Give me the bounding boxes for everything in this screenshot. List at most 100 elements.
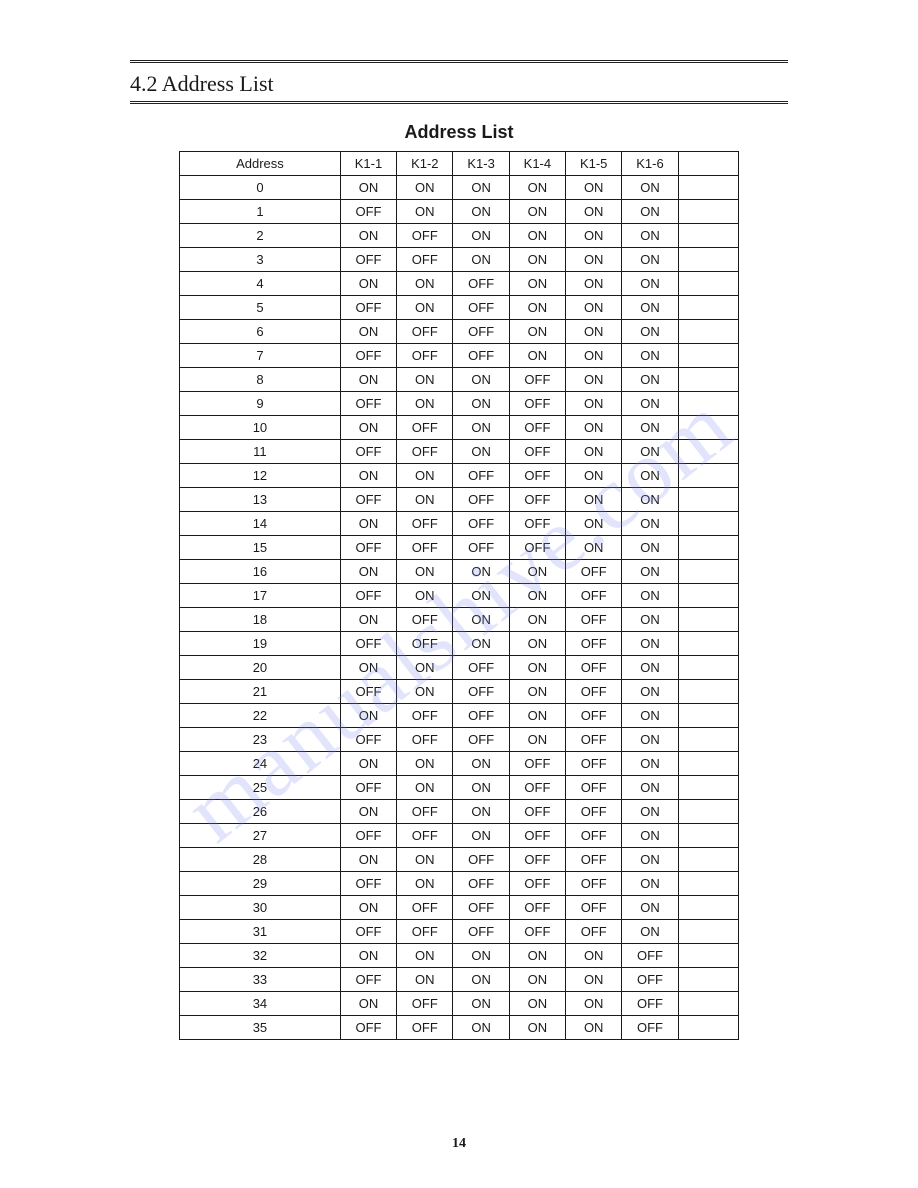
cell-k1-3: OFF bbox=[453, 464, 509, 488]
cell-k1-4: ON bbox=[509, 296, 565, 320]
cell-k1-6: ON bbox=[622, 872, 678, 896]
cell-k1-3: OFF bbox=[453, 656, 509, 680]
cell-k1-1: ON bbox=[340, 176, 396, 200]
cell-k1-2: OFF bbox=[397, 632, 453, 656]
cell-trailing-empty bbox=[678, 560, 738, 584]
table-row: 16ONONONONOFFON bbox=[180, 560, 739, 584]
cell-k1-5: ON bbox=[566, 1016, 622, 1040]
cell-trailing-empty bbox=[678, 488, 738, 512]
table-row: 30ONOFFOFFOFFOFFON bbox=[180, 896, 739, 920]
cell-k1-6: ON bbox=[622, 776, 678, 800]
cell-k1-3: ON bbox=[453, 248, 509, 272]
cell-k1-5: ON bbox=[566, 392, 622, 416]
cell-k1-4: OFF bbox=[509, 464, 565, 488]
cell-address: 34 bbox=[180, 992, 341, 1016]
table-row: 15OFFOFFOFFOFFONON bbox=[180, 536, 739, 560]
cell-k1-4: ON bbox=[509, 968, 565, 992]
cell-k1-4: OFF bbox=[509, 848, 565, 872]
cell-trailing-empty bbox=[678, 344, 738, 368]
cell-address: 27 bbox=[180, 824, 341, 848]
cell-k1-5: ON bbox=[566, 176, 622, 200]
cell-k1-4: ON bbox=[509, 704, 565, 728]
cell-k1-2: OFF bbox=[397, 344, 453, 368]
table-row: 27OFFOFFONOFFOFFON bbox=[180, 824, 739, 848]
cell-k1-4: ON bbox=[509, 680, 565, 704]
cell-address: 19 bbox=[180, 632, 341, 656]
cell-k1-5: OFF bbox=[566, 848, 622, 872]
cell-address: 3 bbox=[180, 248, 341, 272]
cell-k1-4: OFF bbox=[509, 536, 565, 560]
cell-k1-5: ON bbox=[566, 536, 622, 560]
cell-k1-2: ON bbox=[397, 680, 453, 704]
cell-k1-6: ON bbox=[622, 824, 678, 848]
cell-k1-3: OFF bbox=[453, 320, 509, 344]
cell-address: 31 bbox=[180, 920, 341, 944]
cell-address: 33 bbox=[180, 968, 341, 992]
cell-k1-2: ON bbox=[397, 392, 453, 416]
cell-k1-5: ON bbox=[566, 440, 622, 464]
cell-k1-3: ON bbox=[453, 824, 509, 848]
cell-k1-3: ON bbox=[453, 752, 509, 776]
cell-k1-6: ON bbox=[622, 320, 678, 344]
table-row: 8ONONONOFFONON bbox=[180, 368, 739, 392]
cell-k1-6: OFF bbox=[622, 968, 678, 992]
cell-k1-5: OFF bbox=[566, 704, 622, 728]
table-row: 3OFFOFFONONONON bbox=[180, 248, 739, 272]
cell-address: 1 bbox=[180, 200, 341, 224]
cell-k1-6: ON bbox=[622, 200, 678, 224]
cell-k1-6: ON bbox=[622, 488, 678, 512]
cell-k1-6: ON bbox=[622, 680, 678, 704]
cell-k1-1: OFF bbox=[340, 200, 396, 224]
table-row: 9OFFONONOFFONON bbox=[180, 392, 739, 416]
top-rule bbox=[130, 60, 788, 67]
cell-k1-6: ON bbox=[622, 560, 678, 584]
cell-k1-1: OFF bbox=[340, 248, 396, 272]
cell-k1-5: ON bbox=[566, 296, 622, 320]
cell-trailing-empty bbox=[678, 992, 738, 1016]
cell-k1-6: ON bbox=[622, 392, 678, 416]
cell-trailing-empty bbox=[678, 392, 738, 416]
cell-k1-6: ON bbox=[622, 848, 678, 872]
cell-k1-1: ON bbox=[340, 512, 396, 536]
cell-k1-4: ON bbox=[509, 248, 565, 272]
cell-k1-4: ON bbox=[509, 344, 565, 368]
cell-k1-3: OFF bbox=[453, 512, 509, 536]
cell-k1-1: OFF bbox=[340, 776, 396, 800]
cell-k1-6: OFF bbox=[622, 992, 678, 1016]
cell-k1-5: ON bbox=[566, 344, 622, 368]
cell-k1-1: ON bbox=[340, 368, 396, 392]
cell-k1-1: ON bbox=[340, 704, 396, 728]
cell-k1-6: ON bbox=[622, 800, 678, 824]
cell-k1-6: ON bbox=[622, 608, 678, 632]
heading-underline bbox=[130, 101, 788, 108]
cell-trailing-empty bbox=[678, 824, 738, 848]
cell-k1-5: ON bbox=[566, 512, 622, 536]
cell-k1-5: ON bbox=[566, 368, 622, 392]
cell-k1-3: OFF bbox=[453, 896, 509, 920]
cell-address: 22 bbox=[180, 704, 341, 728]
cell-trailing-empty bbox=[678, 800, 738, 824]
cell-k1-4: ON bbox=[509, 728, 565, 752]
cell-k1-5: ON bbox=[566, 200, 622, 224]
cell-k1-6: OFF bbox=[622, 1016, 678, 1040]
cell-k1-6: ON bbox=[622, 440, 678, 464]
cell-k1-1: ON bbox=[340, 272, 396, 296]
table-row: 5OFFONOFFONONON bbox=[180, 296, 739, 320]
cell-k1-1: OFF bbox=[340, 440, 396, 464]
cell-k1-4: ON bbox=[509, 608, 565, 632]
col-k1-2: K1-2 bbox=[397, 152, 453, 176]
page-number: 14 bbox=[0, 1136, 918, 1152]
cell-k1-6: ON bbox=[622, 368, 678, 392]
cell-k1-1: OFF bbox=[340, 392, 396, 416]
table-body: 0ONONONONONON1OFFONONONONON2ONOFFONONONO… bbox=[180, 176, 739, 1040]
table-row: 35OFFOFFONONONOFF bbox=[180, 1016, 739, 1040]
cell-trailing-empty bbox=[678, 776, 738, 800]
cell-k1-4: OFF bbox=[509, 920, 565, 944]
cell-trailing-empty bbox=[678, 440, 738, 464]
cell-k1-5: OFF bbox=[566, 824, 622, 848]
cell-k1-1: OFF bbox=[340, 824, 396, 848]
section-heading: 4.2 Address List bbox=[130, 71, 788, 97]
table-row: 14ONOFFOFFOFFONON bbox=[180, 512, 739, 536]
cell-k1-2: OFF bbox=[397, 512, 453, 536]
table-row: 31OFFOFFOFFOFFOFFON bbox=[180, 920, 739, 944]
